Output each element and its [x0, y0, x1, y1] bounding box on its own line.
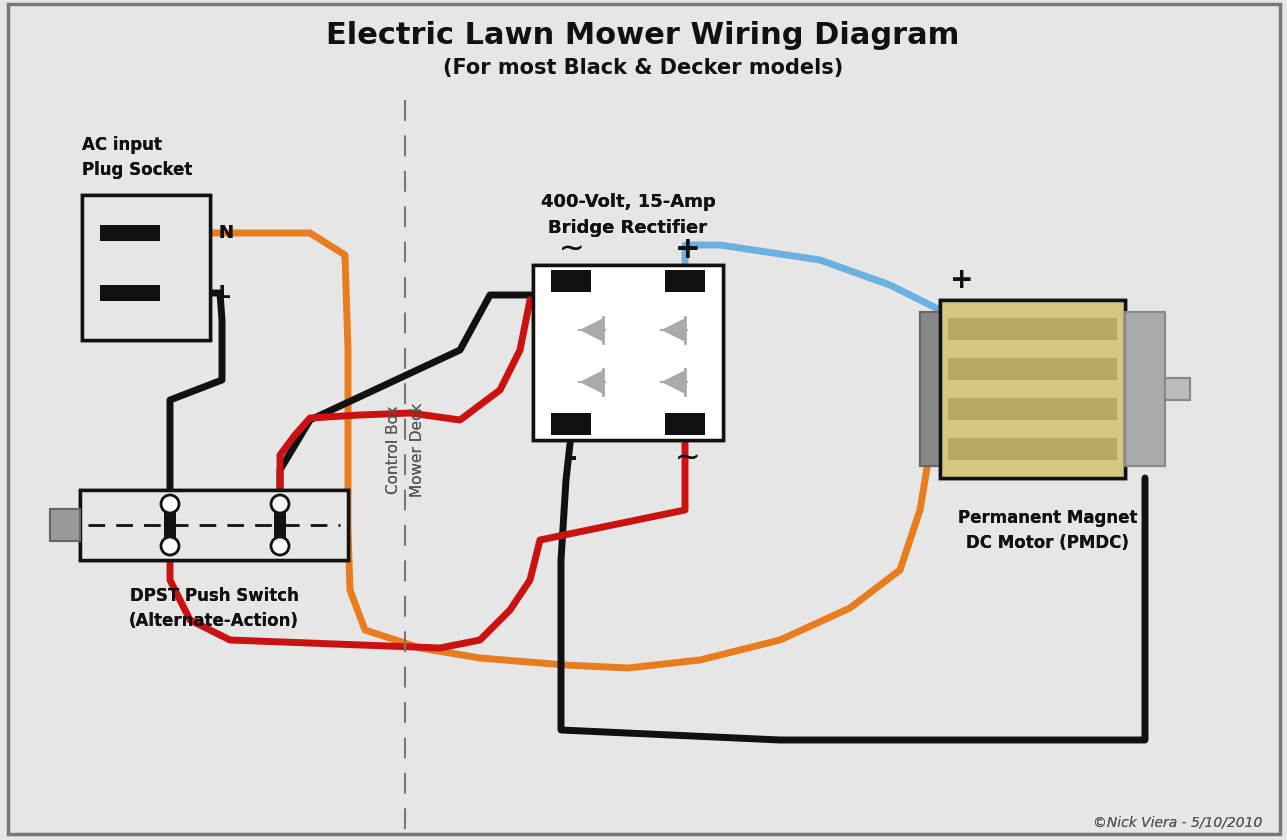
Bar — [1125, 312, 1165, 466]
Bar — [665, 413, 705, 435]
Text: Permanent Magnet
DC Motor (PMDC): Permanent Magnet DC Motor (PMDC) — [958, 508, 1138, 552]
Bar — [100, 285, 160, 301]
Polygon shape — [663, 371, 685, 393]
Circle shape — [272, 537, 290, 555]
Polygon shape — [663, 371, 685, 393]
Polygon shape — [580, 371, 604, 393]
Text: -: - — [565, 444, 578, 473]
Bar — [665, 270, 705, 292]
Bar — [1165, 378, 1190, 400]
Text: N: N — [218, 224, 233, 242]
Bar — [100, 285, 160, 301]
Text: (For most Black & Decker models): (For most Black & Decker models) — [443, 58, 843, 78]
Text: Control Box: Control Box — [386, 406, 402, 494]
Bar — [82, 195, 210, 340]
Bar — [940, 300, 1125, 478]
Bar — [163, 508, 176, 542]
Bar — [949, 438, 1117, 460]
Text: AC input
Plug Socket: AC input Plug Socket — [82, 135, 192, 179]
Polygon shape — [663, 319, 685, 341]
Text: Mower Deck: Mower Deck — [411, 403, 426, 497]
Bar — [50, 509, 80, 541]
Text: Electric Lawn Mower Wiring Diagram: Electric Lawn Mower Wiring Diagram — [327, 20, 960, 50]
Polygon shape — [580, 319, 604, 341]
Circle shape — [272, 495, 290, 513]
Circle shape — [161, 495, 179, 513]
Bar — [949, 398, 1117, 420]
Text: ©Nick Viera - 5/10/2010: ©Nick Viera - 5/10/2010 — [1093, 815, 1263, 829]
Bar — [920, 312, 940, 466]
Circle shape — [161, 537, 179, 555]
Circle shape — [272, 537, 290, 555]
Text: ~: ~ — [559, 234, 584, 264]
Bar — [1125, 312, 1165, 466]
Text: L: L — [218, 284, 229, 302]
Bar — [163, 508, 176, 542]
Bar — [920, 312, 940, 466]
Text: DPST Push Switch
(Alternate-Action): DPST Push Switch (Alternate-Action) — [129, 586, 299, 629]
Bar — [80, 490, 347, 560]
Bar — [949, 318, 1117, 340]
Text: 400-Volt, 15-Amp
Bridge Rectifier: 400-Volt, 15-Amp Bridge Rectifier — [541, 193, 716, 237]
Text: ~: ~ — [676, 444, 700, 473]
Bar — [949, 358, 1117, 380]
Text: -: - — [565, 444, 578, 473]
Text: Control Box: Control Box — [386, 406, 402, 494]
Bar — [100, 225, 160, 241]
Polygon shape — [663, 319, 685, 341]
Bar — [82, 195, 210, 340]
Bar — [533, 265, 723, 440]
Circle shape — [161, 537, 179, 555]
Bar — [50, 509, 80, 541]
Text: ~: ~ — [559, 234, 584, 264]
Circle shape — [161, 495, 179, 513]
Bar — [533, 265, 723, 440]
Bar — [949, 438, 1117, 460]
Polygon shape — [580, 319, 604, 341]
Bar — [665, 270, 705, 292]
Bar — [949, 318, 1117, 340]
Bar — [100, 225, 160, 241]
Text: +: + — [676, 234, 701, 264]
Text: Permanent Magnet
DC Motor (PMDC): Permanent Magnet DC Motor (PMDC) — [958, 508, 1138, 552]
Text: +: + — [950, 266, 974, 294]
Bar — [274, 508, 286, 542]
Text: N: N — [218, 224, 233, 242]
Text: +: + — [950, 266, 974, 294]
Bar — [949, 358, 1117, 380]
Polygon shape — [580, 371, 604, 393]
Bar — [80, 490, 347, 560]
Bar — [551, 413, 591, 435]
Text: DPST Push Switch
(Alternate-Action): DPST Push Switch (Alternate-Action) — [129, 586, 299, 629]
Bar — [551, 413, 591, 435]
Text: L: L — [218, 284, 229, 302]
Bar — [665, 413, 705, 435]
Text: ©Nick Viera - 5/10/2010: ©Nick Viera - 5/10/2010 — [1093, 815, 1263, 829]
Text: 400-Volt, 15-Amp
Bridge Rectifier: 400-Volt, 15-Amp Bridge Rectifier — [541, 193, 716, 237]
Text: Mower Deck: Mower Deck — [411, 403, 426, 497]
Text: ~: ~ — [676, 444, 700, 473]
Text: AC input
Plug Socket: AC input Plug Socket — [82, 135, 192, 179]
Bar — [551, 270, 591, 292]
Bar — [949, 398, 1117, 420]
Text: +: + — [676, 234, 701, 264]
Bar — [1165, 378, 1190, 400]
Bar — [940, 300, 1125, 478]
Circle shape — [272, 495, 290, 513]
Bar — [551, 270, 591, 292]
Bar — [274, 508, 286, 542]
